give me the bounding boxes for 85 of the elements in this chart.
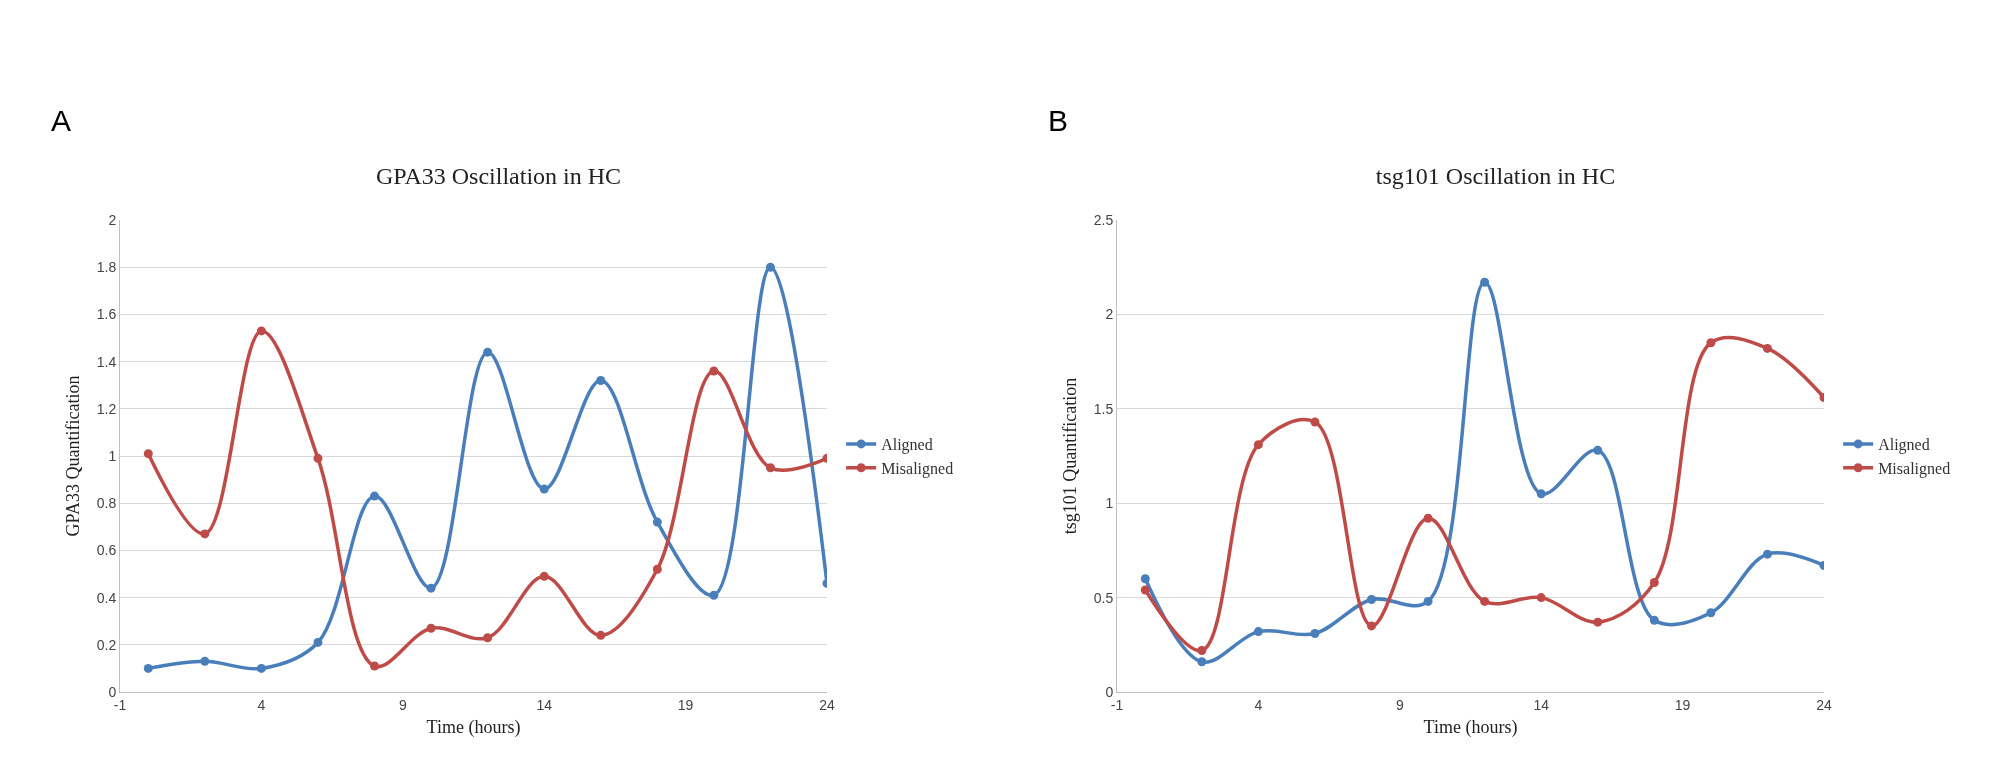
point [539, 484, 549, 494]
y-tick-label: 2 [1105, 306, 1114, 323]
point [1197, 645, 1207, 655]
x-tick-label: 19 [1674, 696, 1691, 713]
point [1367, 594, 1377, 604]
point [483, 633, 493, 643]
point [1480, 277, 1490, 287]
point [1593, 445, 1603, 455]
y-tick-label: 2 [108, 211, 117, 228]
legend-label: Misaligned [1878, 459, 1951, 478]
x-tick-label: 4 [1254, 696, 1263, 713]
point [1367, 621, 1377, 631]
point [426, 623, 436, 633]
text: B [1048, 104, 1069, 137]
legend-label: Misaligned [881, 459, 954, 478]
x-tick-label: 14 [1533, 696, 1550, 713]
x-tick-label: 14 [536, 696, 553, 713]
point [765, 262, 775, 272]
point [1423, 596, 1433, 606]
point [370, 491, 380, 501]
point [1423, 513, 1433, 523]
point [1253, 627, 1263, 637]
point [1762, 343, 1772, 353]
point [1649, 578, 1659, 587]
text: A [51, 104, 72, 137]
y-tick-label: 1.5 [1093, 400, 1114, 417]
point [200, 656, 210, 666]
point [1480, 596, 1490, 606]
point [1310, 417, 1320, 427]
y-tick-label: 1.6 [96, 306, 117, 323]
point [652, 517, 662, 527]
point [652, 564, 662, 574]
y-axis-title: tsg101 Quantification [1059, 377, 1080, 535]
point [539, 571, 549, 581]
point [1762, 549, 1772, 559]
legend-label: Aligned [1878, 436, 1930, 455]
x-tick-label: 9 [1395, 696, 1404, 713]
point [1310, 628, 1320, 638]
point [426, 583, 436, 593]
y-tick-label: 0.4 [96, 589, 117, 606]
point [1593, 617, 1603, 627]
point [256, 326, 266, 336]
point [1536, 489, 1546, 499]
y-tick-label: 0.8 [96, 495, 117, 512]
point [1140, 574, 1150, 584]
x-tick-label: 24 [819, 696, 835, 713]
point [256, 663, 266, 673]
point [1140, 585, 1150, 595]
x-tick-label: 4 [257, 696, 266, 713]
point [765, 463, 775, 473]
point [370, 661, 380, 671]
point [483, 347, 493, 357]
point [313, 637, 323, 647]
point [200, 529, 210, 539]
y-tick-label: 1.4 [96, 353, 117, 370]
point [143, 663, 153, 673]
point [1253, 440, 1263, 450]
x-axis-title: Time (hours) [1423, 716, 1518, 738]
y-tick-label: 2.5 [1093, 211, 1114, 228]
y-tick-label: 1 [1105, 495, 1114, 512]
y-tick-label: 0.5 [1093, 589, 1114, 606]
x-tick-label: 19 [677, 696, 694, 713]
y-tick-label: 0.6 [96, 542, 117, 559]
point [1649, 615, 1659, 625]
x-axis-title: Time (hours) [426, 716, 521, 738]
point [313, 453, 323, 463]
y-tick-label: 1 [108, 447, 117, 464]
point [1197, 657, 1207, 667]
point [709, 366, 719, 376]
chart-title: GPA33 Oscillation in HC [375, 163, 622, 190]
x-tick-label: 24 [1816, 696, 1832, 713]
point [1706, 338, 1716, 348]
x-tick-label: 9 [398, 696, 407, 713]
point [596, 630, 606, 640]
point [1706, 608, 1716, 618]
point [709, 590, 719, 600]
y-tick-label: 0.2 [96, 636, 117, 653]
y-axis-title: GPA33 Quantification [62, 375, 83, 537]
y-tick-label: 1.8 [96, 259, 117, 276]
chart-title: tsg101 Oscillation in HC [1375, 163, 1616, 190]
legend-label: Aligned [881, 436, 933, 455]
point [1536, 593, 1546, 603]
point [596, 375, 606, 385]
y-tick-label: 1.2 [96, 400, 117, 417]
point [143, 449, 153, 459]
